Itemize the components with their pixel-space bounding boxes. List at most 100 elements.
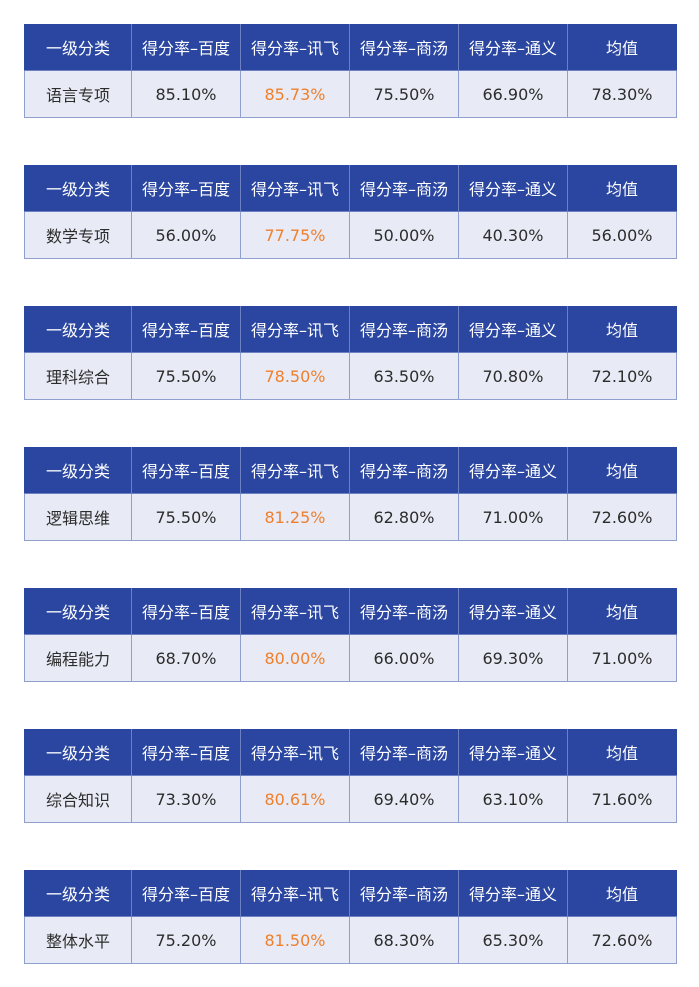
header-xunfei: 得分率–讯飞 (240, 24, 350, 71)
cell-xunfei: 80.00% (240, 634, 350, 682)
table-row: 综合知识 73.30% 80.61% 69.40% 63.10% 71.60% (24, 775, 677, 823)
header-shangtang: 得分率–商汤 (349, 447, 459, 494)
cell-category: 数学专项 (24, 211, 132, 259)
score-table-science: 一级分类 得分率–百度 得分率–讯飞 得分率–商汤 得分率–通义 均值 理科综合… (24, 306, 677, 400)
cell-shangtang: 75.50% (349, 70, 459, 118)
header-tongyi: 得分率–通义 (458, 165, 568, 212)
header-shangtang: 得分率–商汤 (349, 24, 459, 71)
header-baidu: 得分率–百度 (131, 165, 241, 212)
header-tongyi: 得分率–通义 (458, 870, 568, 917)
cell-average: 72.10% (567, 352, 677, 400)
header-shangtang: 得分率–商汤 (349, 306, 459, 353)
header-baidu: 得分率–百度 (131, 729, 241, 776)
header-category: 一级分类 (24, 306, 132, 353)
table-row: 理科综合 75.50% 78.50% 63.50% 70.80% 72.10% (24, 352, 677, 400)
cell-shangtang: 66.00% (349, 634, 459, 682)
cell-baidu: 73.30% (131, 775, 241, 823)
score-table-general-knowledge: 一级分类 得分率–百度 得分率–讯飞 得分率–商汤 得分率–通义 均值 综合知识… (24, 729, 677, 823)
header-category: 一级分类 (24, 729, 132, 776)
table-row: 整体水平 75.20% 81.50% 68.30% 65.30% 72.60% (24, 916, 677, 964)
score-table-logic: 一级分类 得分率–百度 得分率–讯飞 得分率–商汤 得分率–通义 均值 逻辑思维… (24, 447, 677, 541)
cell-average: 72.60% (567, 493, 677, 541)
header-xunfei: 得分率–讯飞 (240, 588, 350, 635)
cell-average: 56.00% (567, 211, 677, 259)
header-category: 一级分类 (24, 588, 132, 635)
cell-average: 71.00% (567, 634, 677, 682)
header-average: 均值 (567, 447, 677, 494)
cell-average: 72.60% (567, 916, 677, 964)
header-average: 均值 (567, 870, 677, 917)
header-category: 一级分类 (24, 447, 132, 494)
table-row: 编程能力 68.70% 80.00% 66.00% 69.30% 71.00% (24, 634, 677, 682)
cell-baidu: 75.20% (131, 916, 241, 964)
cell-baidu: 75.50% (131, 493, 241, 541)
cell-baidu: 75.50% (131, 352, 241, 400)
score-table-overall: 一级分类 得分率–百度 得分率–讯飞 得分率–商汤 得分率–通义 均值 整体水平… (24, 870, 677, 964)
header-xunfei: 得分率–讯飞 (240, 306, 350, 353)
header-shangtang: 得分率–商汤 (349, 165, 459, 212)
cell-tongyi: 65.30% (458, 916, 568, 964)
header-xunfei: 得分率–讯飞 (240, 870, 350, 917)
header-average: 均值 (567, 306, 677, 353)
header-average: 均值 (567, 165, 677, 212)
header-baidu: 得分率–百度 (131, 447, 241, 494)
cell-average: 71.60% (567, 775, 677, 823)
header-tongyi: 得分率–通义 (458, 729, 568, 776)
table-header-row: 一级分类 得分率–百度 得分率–讯飞 得分率–商汤 得分率–通义 均值 (24, 588, 677, 635)
cell-shangtang: 62.80% (349, 493, 459, 541)
table-row: 数学专项 56.00% 77.75% 50.00% 40.30% 56.00% (24, 211, 677, 259)
cell-baidu: 85.10% (131, 70, 241, 118)
header-shangtang: 得分率–商汤 (349, 588, 459, 635)
cell-xunfei: 81.25% (240, 493, 350, 541)
header-average: 均值 (567, 729, 677, 776)
cell-category: 编程能力 (24, 634, 132, 682)
header-xunfei: 得分率–讯飞 (240, 165, 350, 212)
header-category: 一级分类 (24, 870, 132, 917)
cell-tongyi: 66.90% (458, 70, 568, 118)
header-average: 均值 (567, 588, 677, 635)
cell-tongyi: 63.10% (458, 775, 568, 823)
header-category: 一级分类 (24, 24, 132, 71)
cell-tongyi: 40.30% (458, 211, 568, 259)
cell-category: 语言专项 (24, 70, 132, 118)
table-header-row: 一级分类 得分率–百度 得分率–讯飞 得分率–商汤 得分率–通义 均值 (24, 165, 677, 212)
cell-shangtang: 68.30% (349, 916, 459, 964)
cell-xunfei: 81.50% (240, 916, 350, 964)
table-header-row: 一级分类 得分率–百度 得分率–讯飞 得分率–商汤 得分率–通义 均值 (24, 24, 677, 71)
cell-baidu: 68.70% (131, 634, 241, 682)
table-header-row: 一级分类 得分率–百度 得分率–讯飞 得分率–商汤 得分率–通义 均值 (24, 870, 677, 917)
cell-category: 逻辑思维 (24, 493, 132, 541)
table-row: 语言专项 85.10% 85.73% 75.50% 66.90% 78.30% (24, 70, 677, 118)
header-tongyi: 得分率–通义 (458, 306, 568, 353)
header-xunfei: 得分率–讯飞 (240, 447, 350, 494)
header-tongyi: 得分率–通义 (458, 447, 568, 494)
score-table-programming: 一级分类 得分率–百度 得分率–讯飞 得分率–商汤 得分率–通义 均值 编程能力… (24, 588, 677, 682)
cell-shangtang: 69.40% (349, 775, 459, 823)
table-header-row: 一级分类 得分率–百度 得分率–讯飞 得分率–商汤 得分率–通义 均值 (24, 306, 677, 353)
table-row: 逻辑思维 75.50% 81.25% 62.80% 71.00% 72.60% (24, 493, 677, 541)
cell-shangtang: 50.00% (349, 211, 459, 259)
cell-average: 78.30% (567, 70, 677, 118)
cell-shangtang: 63.50% (349, 352, 459, 400)
header-shangtang: 得分率–商汤 (349, 729, 459, 776)
header-shangtang: 得分率–商汤 (349, 870, 459, 917)
table-header-row: 一级分类 得分率–百度 得分率–讯飞 得分率–商汤 得分率–通义 均值 (24, 729, 677, 776)
cell-xunfei: 78.50% (240, 352, 350, 400)
cell-xunfei: 77.75% (240, 211, 350, 259)
header-baidu: 得分率–百度 (131, 306, 241, 353)
cell-xunfei: 85.73% (240, 70, 350, 118)
cell-xunfei: 80.61% (240, 775, 350, 823)
header-baidu: 得分率–百度 (131, 870, 241, 917)
header-average: 均值 (567, 24, 677, 71)
cell-baidu: 56.00% (131, 211, 241, 259)
cell-category: 理科综合 (24, 352, 132, 400)
cell-tongyi: 69.30% (458, 634, 568, 682)
cell-category: 整体水平 (24, 916, 132, 964)
cell-tongyi: 70.80% (458, 352, 568, 400)
score-table-language: 一级分类 得分率–百度 得分率–讯飞 得分率–商汤 得分率–通义 均值 语言专项… (24, 24, 677, 118)
header-tongyi: 得分率–通义 (458, 24, 568, 71)
table-header-row: 一级分类 得分率–百度 得分率–讯飞 得分率–商汤 得分率–通义 均值 (24, 447, 677, 494)
cell-tongyi: 71.00% (458, 493, 568, 541)
header-xunfei: 得分率–讯飞 (240, 729, 350, 776)
header-tongyi: 得分率–通义 (458, 588, 568, 635)
